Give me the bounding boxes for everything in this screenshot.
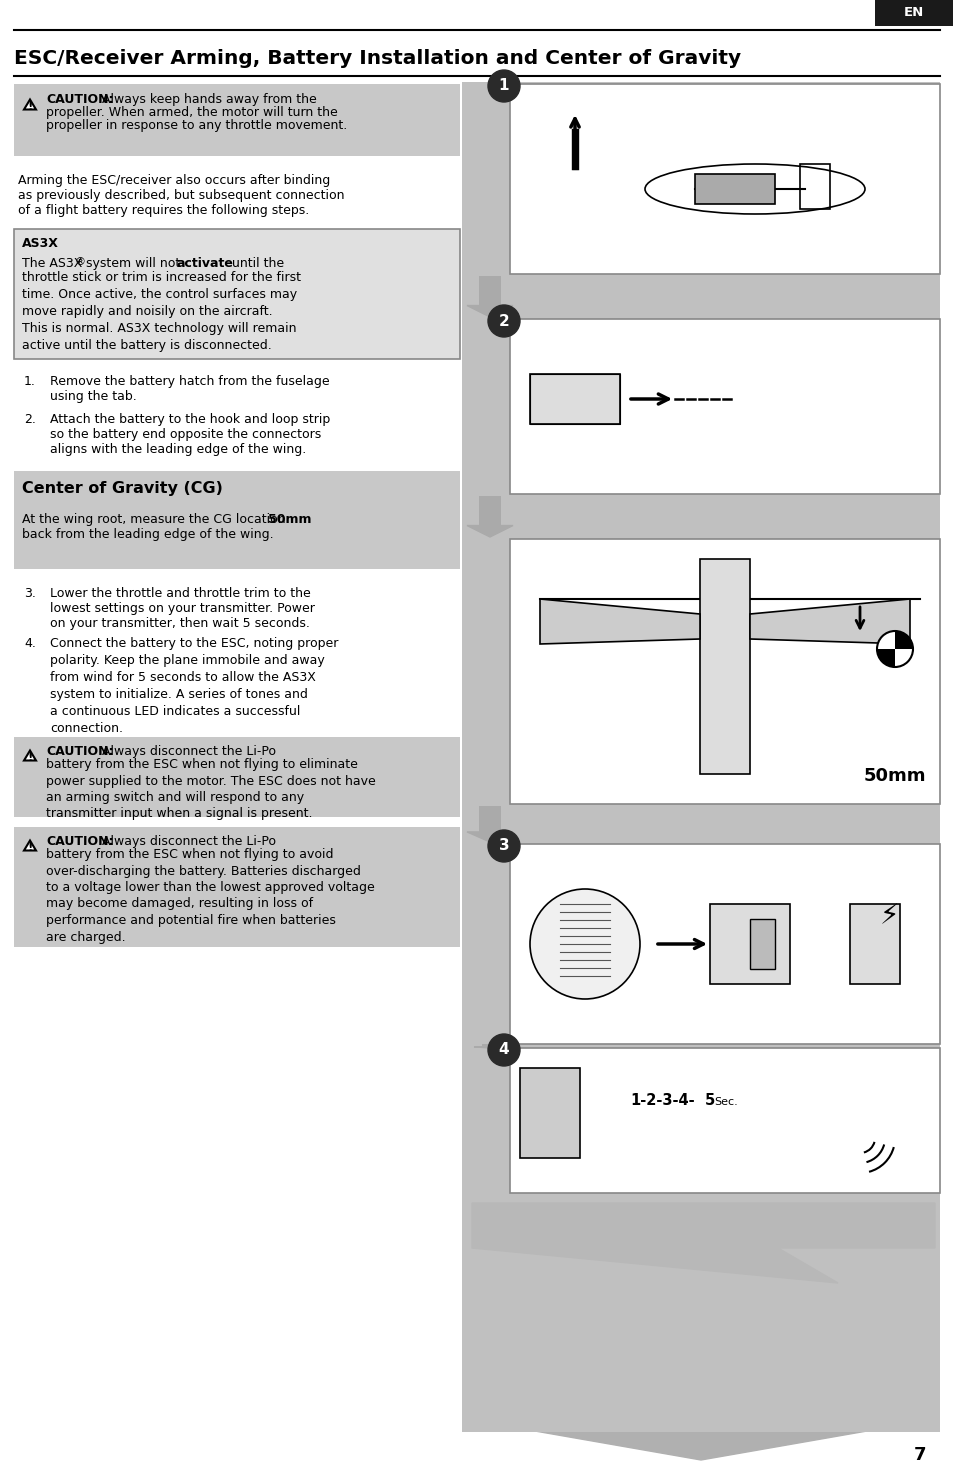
Text: The AS3X: The AS3X [22,257,82,270]
Text: 50mm: 50mm [268,513,312,527]
Text: back from the leading edge of the wing.: back from the leading edge of the wing. [22,528,274,541]
Text: Remove the battery hatch from the fuselage
using the tab.: Remove the battery hatch from the fusela… [50,375,330,403]
Text: Sec.: Sec. [713,1097,737,1108]
Wedge shape [894,631,912,649]
Text: Always disconnect the Li-Po: Always disconnect the Li-Po [98,835,275,848]
Text: At the wing root, measure the CG location: At the wing root, measure the CG locatio… [22,513,290,527]
Text: 4.: 4. [24,637,36,650]
Text: 3.: 3. [24,587,36,600]
Text: throttle stick or trim is increased for the first
time. Once active, the control: throttle stick or trim is increased for … [22,271,301,353]
Bar [700,559,749,774]
Wedge shape [876,649,894,667]
Text: Lower the throttle and throttle trim to the
lowest settings on your transmitter.: Lower the throttle and throttle trim to … [50,587,314,630]
Bar [0,83,461,1475]
Circle shape [488,69,519,102]
Polygon shape [24,751,36,761]
Bar [510,319,939,494]
Polygon shape [467,832,513,842]
Polygon shape [24,841,36,851]
Bar [461,83,939,1432]
Bar [510,1049,939,1193]
Bar [530,375,619,423]
Text: !: ! [28,100,32,114]
Text: !: ! [28,751,32,764]
Polygon shape [749,599,909,645]
Text: 1-2-3-4-: 1-2-3-4- [629,1093,694,1108]
Polygon shape [472,1389,929,1460]
Text: Always keep hands away from the: Always keep hands away from the [98,93,316,106]
Text: activate: activate [177,257,233,270]
Bar [695,174,774,204]
Text: !: ! [28,841,32,854]
Bar [14,229,459,358]
Text: Always disconnect the Li-Po: Always disconnect the Li-Po [98,745,275,758]
Text: propeller. When armed, the motor will turn the: propeller. When armed, the motor will tu… [46,106,337,119]
Text: Center of Gravity (CG): Center of Gravity (CG) [22,481,223,496]
Polygon shape [467,525,513,537]
Text: AS3X: AS3X [22,237,59,249]
Text: 7: 7 [913,1446,925,1465]
Text: Connect the battery to the ESC, noting proper
polarity. Keep the plane immobile : Connect the battery to the ESC, noting p… [50,637,338,735]
Circle shape [530,889,639,999]
Text: ESC/Receiver Arming, Battery Installation and Center of Gravity: ESC/Receiver Arming, Battery Installatio… [14,49,740,68]
Text: battery from the ESC when not flying to avoid
over-discharging the battery. Batt: battery from the ESC when not flying to … [46,848,375,944]
Text: EN: EN [902,6,923,19]
Text: 2: 2 [498,314,509,329]
Bar [709,904,789,984]
Text: 5: 5 [704,1093,715,1108]
Text: 2.: 2. [24,413,36,426]
Text: ⚡: ⚡ [879,903,899,931]
Bar [478,276,500,305]
Bar [874,0,953,27]
Bar [14,471,459,569]
Bar [481,1044,497,1047]
Text: 1: 1 [498,78,509,93]
Text: ®: ® [75,257,86,267]
Bar [510,84,939,274]
Text: until the: until the [228,257,284,270]
Polygon shape [24,99,36,109]
Text: 50mm: 50mm [862,767,925,785]
Bar [14,738,459,817]
Polygon shape [539,599,700,645]
Circle shape [876,631,912,667]
Bar [530,375,619,423]
Polygon shape [467,305,513,317]
Text: Arming the ESC/receiver also occurs after binding
as previously described, but s: Arming the ESC/receiver also occurs afte… [18,174,344,217]
Circle shape [488,305,519,336]
Text: CAUTION:: CAUTION: [46,93,113,106]
Text: propeller in response to any throttle movement.: propeller in response to any throttle mo… [46,119,347,131]
Text: CAUTION:: CAUTION: [46,835,113,848]
Bar [749,919,774,969]
Bar [849,904,899,984]
Text: Attach the battery to the hook and loop strip
so the battery end opposite the co: Attach the battery to the hook and loop … [50,413,330,456]
Bar [461,83,939,1432]
Bar [510,844,939,1044]
Bar [519,1068,579,1158]
Bar [478,496,500,525]
Bar [14,84,459,156]
Circle shape [488,1034,519,1066]
Text: battery from the ESC when not flying to eliminate
power supplied to the motor. T: battery from the ESC when not flying to … [46,758,375,820]
Bar [14,827,459,947]
Bar [510,538,939,804]
Bar [800,164,829,209]
Circle shape [488,830,519,861]
Text: system will not: system will not [82,257,184,270]
Text: 3: 3 [498,838,509,854]
Polygon shape [472,1204,934,1283]
Text: CAUTION:: CAUTION: [46,745,113,758]
Bar [478,805,500,832]
Text: 1.: 1. [24,375,36,388]
Text: 4: 4 [498,1043,509,1058]
